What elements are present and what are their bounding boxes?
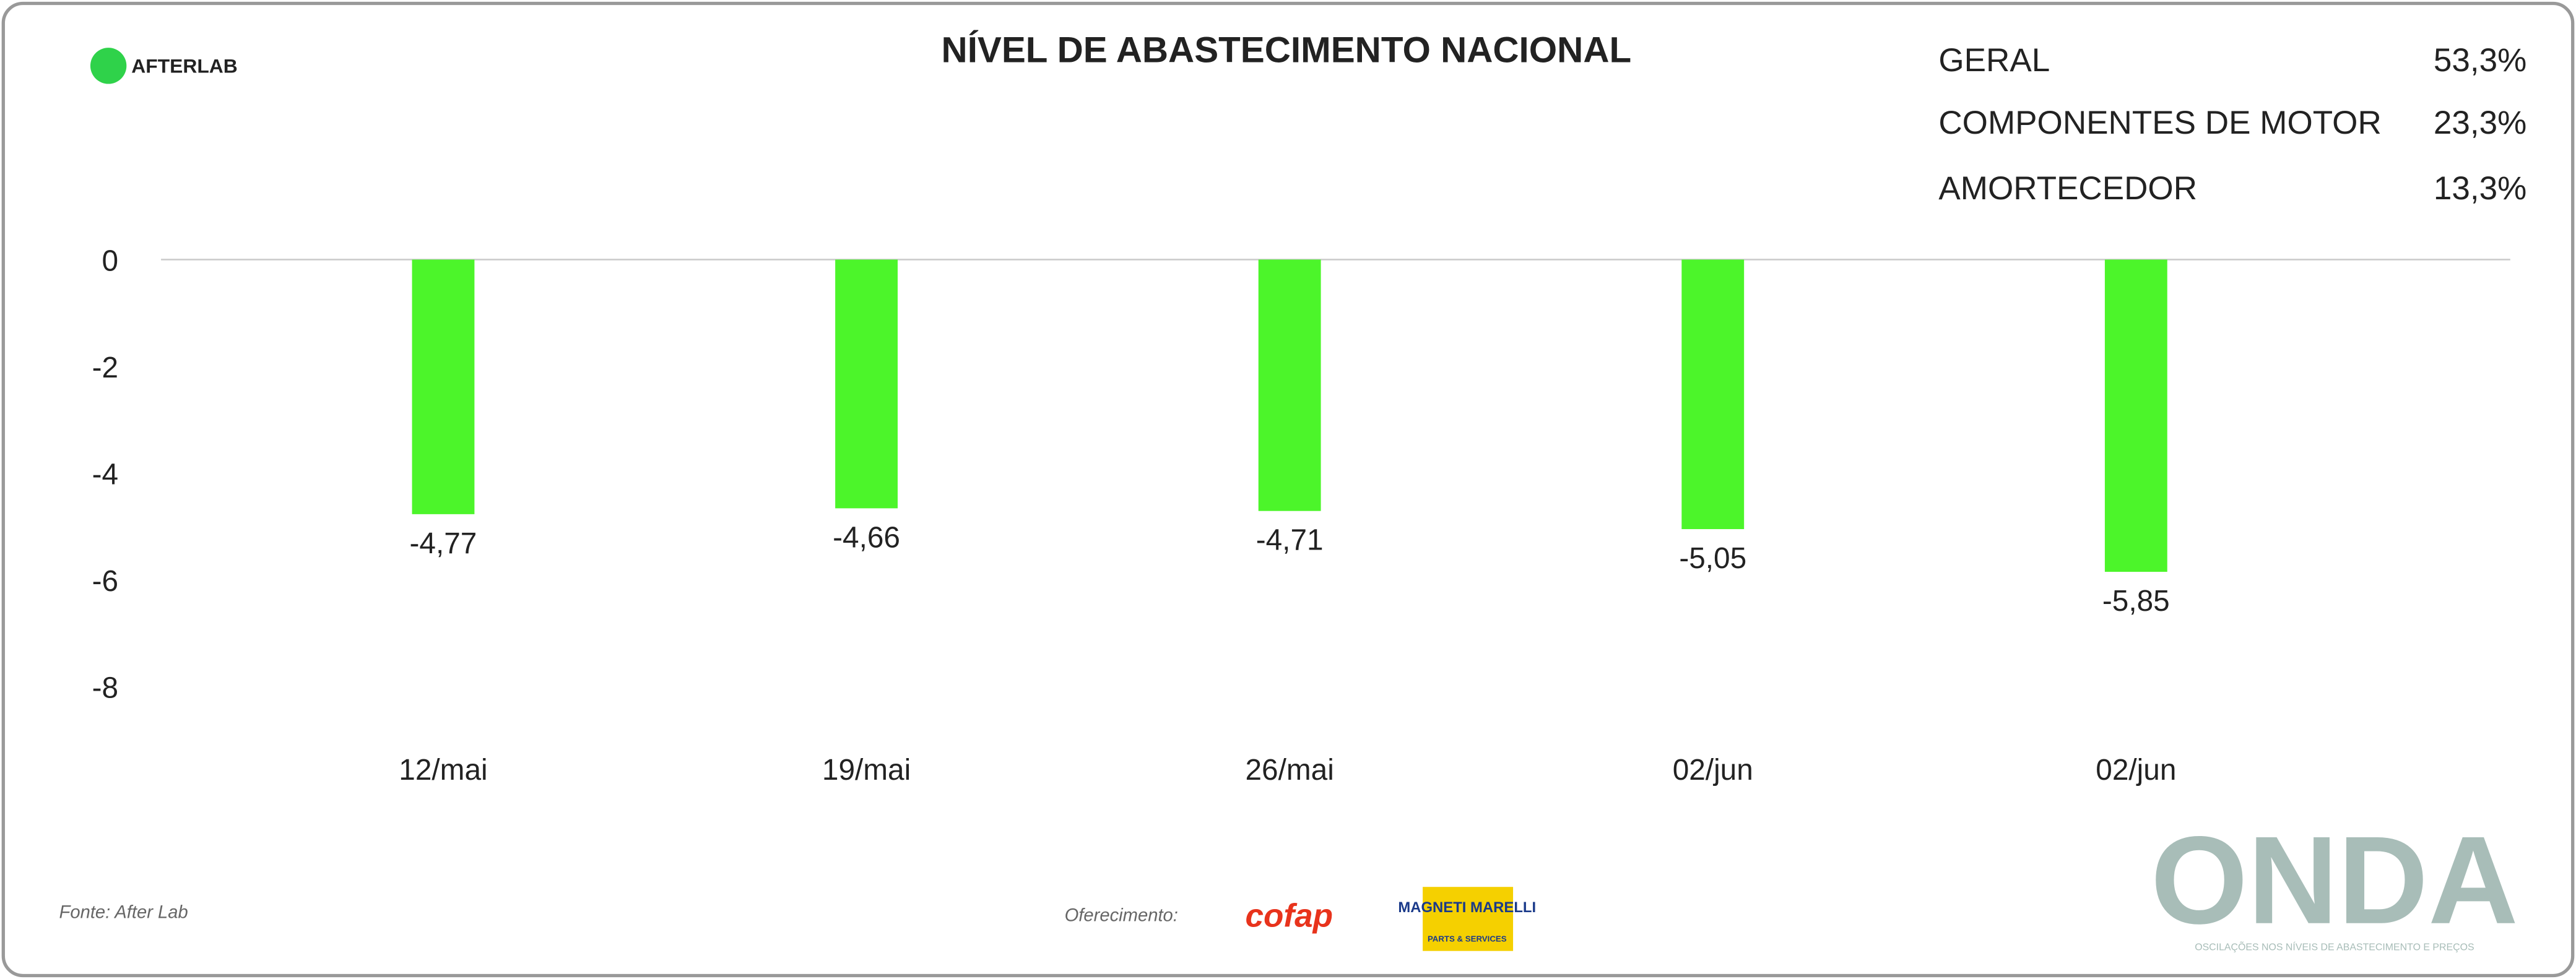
source: Fonte: After Lab xyxy=(59,902,188,922)
bar xyxy=(2104,259,2167,572)
bar xyxy=(1681,259,1745,530)
y-tick-label: -4 xyxy=(92,458,118,491)
summary-label: AMORTECEDOR xyxy=(1938,170,2197,207)
summary-value: 53,3% xyxy=(2434,42,2526,79)
sponsor-logo: MAGNETI MARELLI xyxy=(1398,899,1536,916)
value-label: -4,66 xyxy=(833,521,900,554)
summary-value: 13,3% xyxy=(2434,170,2526,207)
sponsor-logo: cofap xyxy=(1246,898,1334,934)
summary-value: 23,3% xyxy=(2434,105,2526,141)
value-label: -4,77 xyxy=(410,527,477,560)
bar xyxy=(835,259,898,509)
x-tick-label: 02/jun xyxy=(2096,754,2176,787)
sponsor-label: Oferecimento: xyxy=(1065,906,1178,926)
value-label: -5,85 xyxy=(2102,585,2170,618)
chart-title: NÍVEL DE ABASTECIMENTO NACIONAL xyxy=(942,30,1632,71)
brand: ONDA xyxy=(2151,810,2518,950)
bar xyxy=(1258,259,1321,511)
y-tick-label: -6 xyxy=(92,565,118,598)
brand-tagline: OSCILAÇÕES NOS NÍVEIS DE ABASTECIMENTO E… xyxy=(2195,941,2474,953)
logo-text: AFTERLAB xyxy=(131,54,237,77)
bar xyxy=(412,259,475,514)
summary-label: COMPONENTES DE MOTOR xyxy=(1938,105,2381,141)
x-tick-label: 02/jun xyxy=(1673,754,1753,787)
value-label: -4,71 xyxy=(1256,524,1324,557)
x-tick-label: 26/mai xyxy=(1245,754,1334,787)
y-tick-label: -8 xyxy=(92,671,118,704)
x-tick-label: 19/mai xyxy=(822,754,911,787)
y-tick-label: -2 xyxy=(92,351,118,384)
value-label: -5,05 xyxy=(1679,542,1746,575)
sponsor-sub: PARTS & SERVICES xyxy=(1428,934,1507,944)
sponsor-box xyxy=(1423,887,1514,951)
x-tick-label: 12/mai xyxy=(399,754,487,787)
y-tick-label: 0 xyxy=(102,244,119,277)
summary-label: GERAL xyxy=(1938,42,2050,79)
logo-icon xyxy=(90,48,127,84)
